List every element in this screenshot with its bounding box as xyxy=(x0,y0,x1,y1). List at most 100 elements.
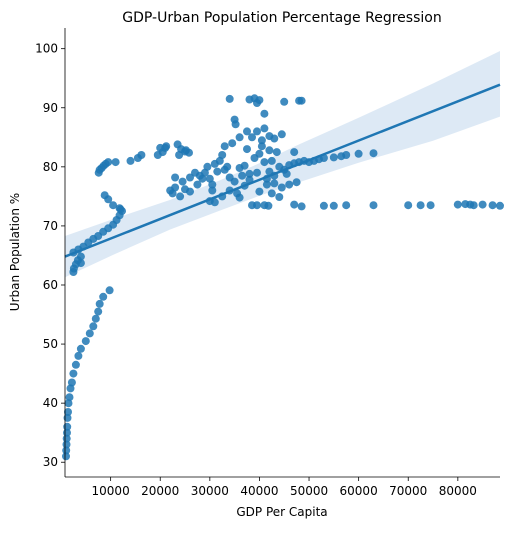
regression-line xyxy=(65,85,500,257)
scatter-point xyxy=(264,202,272,210)
scatter-point xyxy=(161,144,169,152)
scatter-point xyxy=(82,337,90,345)
scatter-point xyxy=(198,175,206,183)
scatter-point xyxy=(186,174,194,182)
scatter-point xyxy=(137,151,145,159)
x-tick-label: 10000 xyxy=(92,484,130,498)
scatter-point xyxy=(470,201,478,209)
scatter-point xyxy=(273,148,281,156)
scatter-point xyxy=(330,153,338,161)
x-axis-ticks: 10000 20000 30000 40000 50000 60000 70000 80000 xyxy=(92,477,477,498)
y-tick-label: 90 xyxy=(43,101,58,115)
scatter-point xyxy=(186,188,194,196)
scatter-point xyxy=(255,96,263,104)
y-tick-label: 50 xyxy=(43,337,58,351)
scatter-point xyxy=(479,201,487,209)
scatter-point xyxy=(106,286,114,294)
scatter-point xyxy=(86,329,94,337)
scatter-point xyxy=(290,201,298,209)
x-tick-label: 70000 xyxy=(389,484,427,498)
scatter-point xyxy=(89,322,97,330)
x-tick-label: 50000 xyxy=(290,484,328,498)
scatter-point xyxy=(127,157,135,165)
x-tick-label: 20000 xyxy=(141,484,179,498)
scatter-point xyxy=(179,178,187,186)
scatter-point xyxy=(221,142,229,150)
x-axis-label: GDP Per Capita xyxy=(236,505,327,519)
scatter-point xyxy=(260,110,268,118)
scatter-point xyxy=(253,127,261,135)
scatter-point xyxy=(226,95,234,103)
scatter-point xyxy=(232,120,240,128)
scatter-point xyxy=(417,201,425,209)
scatter-point xyxy=(270,179,278,187)
scatter-point xyxy=(74,352,82,360)
scatter-point xyxy=(330,202,338,210)
scatter-point xyxy=(404,201,412,209)
scatter-point xyxy=(342,151,350,159)
scatter-point xyxy=(223,163,231,171)
scatter-point xyxy=(355,150,363,158)
scatter-point xyxy=(236,133,244,141)
x-tick-label: 60000 xyxy=(340,484,378,498)
x-tick-label: 40000 xyxy=(240,484,278,498)
scatter-point xyxy=(213,168,221,176)
scatter-point xyxy=(243,145,251,153)
scatter-point xyxy=(253,201,261,209)
scatter-point xyxy=(77,253,85,261)
scatter-point xyxy=(241,162,249,170)
plot-area xyxy=(62,51,504,460)
scatter-point xyxy=(496,202,504,210)
scatter-point xyxy=(104,158,112,166)
x-tick-label: 80000 xyxy=(439,484,477,498)
scatter-point xyxy=(278,184,286,192)
scatter-point xyxy=(228,139,236,147)
scatter-point xyxy=(268,157,276,165)
scatter-point xyxy=(268,189,276,197)
scatter-point xyxy=(66,393,74,401)
scatter-point xyxy=(342,201,350,209)
scatter-point xyxy=(68,379,76,387)
scatter-point xyxy=(101,191,109,199)
y-tick-label: 60 xyxy=(43,278,58,292)
y-axis-label: Urban Population % xyxy=(8,193,22,311)
scatter-point xyxy=(290,148,298,156)
x-tick-label: 30000 xyxy=(191,484,229,498)
scatter-point xyxy=(94,308,102,316)
y-tick-label: 40 xyxy=(43,396,58,410)
scatter-point xyxy=(293,178,301,186)
scatter-point xyxy=(99,293,107,301)
chart-title: GDP-Urban Population Percentage Regressi… xyxy=(122,10,441,26)
scatter-point xyxy=(270,135,278,143)
scatter-point xyxy=(117,205,125,213)
scatter-point xyxy=(255,150,263,158)
y-tick-label: 70 xyxy=(43,219,58,233)
scatter-point xyxy=(454,201,462,209)
scatter-point xyxy=(92,315,100,323)
scatter-point xyxy=(370,201,378,209)
y-tick-label: 100 xyxy=(35,42,58,56)
scatter-point xyxy=(298,202,306,210)
scatter-point xyxy=(203,163,211,171)
scatter-point xyxy=(181,148,189,156)
scatter-point xyxy=(320,202,328,210)
scatter-point xyxy=(260,158,268,166)
scatter-point xyxy=(278,130,286,138)
scatter-point xyxy=(63,423,71,431)
scatter-point xyxy=(489,201,497,209)
scatter-point xyxy=(231,178,239,186)
scatter-point xyxy=(69,370,77,378)
scatter-point xyxy=(208,187,216,195)
scatter-point xyxy=(258,142,266,150)
scatter-point xyxy=(171,174,179,182)
scatter-point xyxy=(370,149,378,157)
scatter-point xyxy=(253,169,261,177)
scatter-point xyxy=(72,361,80,369)
scatter-point xyxy=(171,184,179,192)
scatter-point xyxy=(218,151,226,159)
scatter-point xyxy=(238,172,246,180)
y-axis-ticks: 30 40 50 60 70 80 90 100 xyxy=(35,42,65,470)
y-tick-label: 80 xyxy=(43,160,58,174)
